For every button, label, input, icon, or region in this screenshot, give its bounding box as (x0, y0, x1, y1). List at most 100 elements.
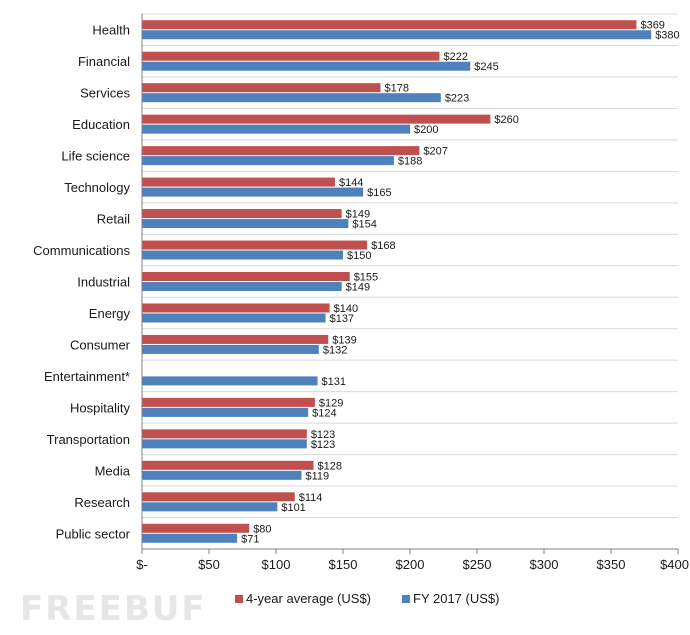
bar-4yr-average (142, 20, 637, 30)
data-label: $144 (339, 177, 363, 189)
category-label: Consumer (70, 337, 131, 352)
category-label: Media (95, 463, 131, 478)
category-label: Public sector (56, 526, 131, 541)
data-label: $380 (655, 30, 679, 42)
category-label: Financial (78, 54, 130, 69)
category-label: Services (80, 86, 130, 101)
value-labels: $369$380 $222 $245 $178 $223 $260 $200 $207$188… (241, 20, 680, 546)
category-label: Technology (64, 180, 130, 195)
bar-4yr-average (142, 429, 307, 439)
x-axis: $- $50 $100 $150 $200 $250 $300 $350 $400 (136, 14, 689, 572)
data-label: $80 (253, 523, 271, 535)
data-label: $168 (371, 240, 395, 252)
data-label: $131 (322, 376, 346, 388)
data-label: $123 (311, 439, 335, 451)
bar-fy2017 (142, 219, 349, 229)
bar-4yr-average (142, 83, 381, 93)
legend-label-fy2017: FY 2017 (US$) (413, 591, 499, 606)
bar-fy2017 (142, 313, 326, 323)
bar-4yr-average (142, 240, 368, 250)
data-label: $114 (299, 492, 323, 504)
data-label: $101 (281, 502, 305, 514)
freebuf-watermark: FREEBUF (20, 589, 207, 629)
bar-4yr-average (142, 460, 314, 470)
legend-label-4yr-average: 4-year average (US$) (246, 591, 371, 606)
category-label: Life science (61, 149, 130, 164)
bar-fy2017 (142, 124, 410, 134)
bar-4yr-average (142, 146, 420, 156)
data-label: $140 (334, 303, 358, 315)
bar-4yr-average (142, 303, 330, 313)
data-label: $132 (323, 344, 347, 356)
category-label: Entertainment* (44, 369, 130, 384)
data-label: $222 (443, 51, 467, 63)
x-tick-label: $50 (198, 557, 220, 572)
bar-fy2017 (142, 470, 302, 480)
bar-fy2017 (142, 187, 364, 197)
x-tick-label: $200 (396, 557, 425, 572)
bar-4yr-average (142, 334, 329, 344)
category-label: Research (74, 495, 130, 510)
x-tick-label: $250 (463, 557, 492, 572)
bar-4yr-average (142, 177, 335, 187)
category-label: Communications (33, 243, 130, 258)
data-label: $149 (346, 282, 370, 294)
category-label: Hospitality (70, 400, 130, 415)
category-labels: Health Financial Services Education Life sci… (33, 23, 131, 542)
data-label: $150 (347, 250, 371, 262)
bar-4yr-average (142, 397, 315, 407)
legend-swatch-fy2017 (402, 595, 410, 603)
data-label: $123 (311, 429, 335, 441)
x-tick-label: $100 (262, 557, 291, 572)
bar-fy2017 (142, 61, 471, 71)
bar-fy2017 (142, 533, 238, 543)
bar-fy2017 (142, 407, 309, 417)
category-label: Energy (89, 306, 131, 321)
data-label: $137 (330, 313, 354, 325)
x-tick-label: $400 (660, 557, 689, 572)
bar-fy2017 (142, 376, 318, 386)
bar-4yr-average (142, 523, 250, 533)
data-label: $129 (319, 397, 343, 409)
bar-fy2017 (142, 30, 652, 40)
category-label: Education (72, 117, 130, 132)
bar-4yr-average (142, 114, 491, 124)
bar-fy2017 (142, 344, 319, 354)
category-label: Retail (97, 212, 130, 227)
data-label: $260 (494, 114, 518, 126)
bar-4yr-average (142, 51, 440, 61)
legend-swatch-4yr-average (235, 595, 243, 603)
category-label: Health (92, 23, 130, 38)
data-label: $139 (332, 334, 356, 346)
bar-4yr-average (142, 492, 295, 502)
x-tick-label: $300 (530, 557, 559, 572)
data-label: $245 (474, 61, 498, 73)
data-label: $223 (445, 93, 469, 105)
category-label: Industrial (77, 275, 130, 290)
legend: 4-year average (US$) FY 2017 (US$) (235, 591, 499, 606)
x-tick-label: $- (136, 557, 148, 572)
data-label: $119 (305, 470, 329, 482)
bar-fy2017 (142, 250, 343, 260)
bar-fy2017 (142, 156, 394, 166)
data-label: $178 (385, 83, 409, 95)
data-label: $165 (367, 187, 391, 199)
data-label: $149 (346, 209, 370, 221)
data-label: $128 (318, 460, 342, 472)
data-label: $155 (354, 272, 378, 284)
x-tick-label: $150 (329, 557, 358, 572)
data-label: $188 (398, 156, 422, 168)
data-label: $154 (352, 219, 376, 231)
data-label: $207 (423, 146, 447, 158)
data-label: $369 (640, 20, 664, 32)
x-tick-label: $350 (597, 557, 626, 572)
category-label: Transportation (47, 432, 130, 447)
bar-fy2017 (142, 282, 342, 291)
bar-fy2017 (142, 93, 441, 103)
bar-4yr-average (142, 209, 342, 219)
bar-fy2017 (142, 439, 307, 449)
data-label: $200 (414, 124, 438, 136)
data-label: $124 (312, 407, 336, 419)
bar-4yr-average (142, 272, 350, 281)
